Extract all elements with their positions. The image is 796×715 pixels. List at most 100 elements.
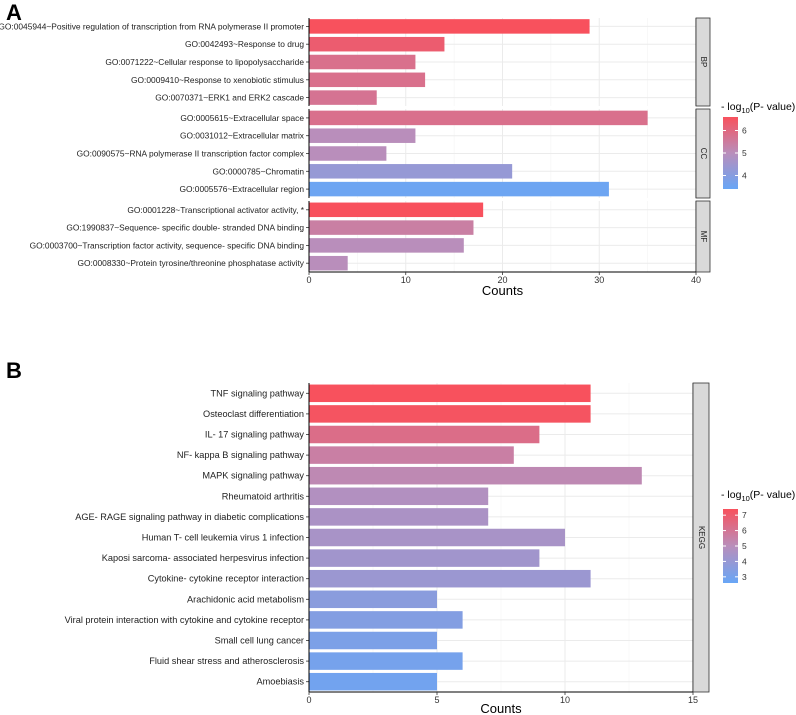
- bar-a-cc-3: [309, 146, 387, 161]
- x-tick-label: 15: [688, 695, 698, 705]
- panel-b-legend-colorbar: [723, 509, 738, 583]
- bar-a-bp-2: [309, 36, 445, 52]
- panel-b-chart: TNF signaling pathway Osteoclast differen…: [65, 382, 795, 715]
- legend-tick-label: 5: [742, 148, 747, 158]
- category-label: Cytokine- cytokine receptor interaction: [148, 574, 304, 584]
- category-label: Viral protein interaction with cytokine …: [65, 615, 304, 625]
- category-label: TNF signaling pathway: [211, 388, 305, 398]
- category-label: GO:0031012~Extracellular matrix: [180, 131, 305, 141]
- x-tick-label: 20: [497, 275, 507, 285]
- x-tick-label: 10: [560, 695, 570, 705]
- x-tick-label: 10: [401, 275, 411, 285]
- bar-a-mf-4: [309, 255, 348, 271]
- category-label: GO:0090575~RNA polymerase II transcripti…: [77, 149, 305, 159]
- legend-title-prefix: - log: [721, 489, 742, 501]
- category-label: Human T- cell leukemia virus 1 infection: [142, 533, 304, 543]
- bar-a-bp-3: [309, 54, 416, 70]
- bar-b-kegg-13: [309, 631, 437, 650]
- category-label: Fluid shear stress and atherosclerosis: [149, 656, 304, 666]
- category-label: Rheumatoid arthritis: [222, 491, 305, 501]
- category-label: Small cell lung cancer: [215, 636, 304, 646]
- panel-a-chart: GO:0045944~Positive regulation of transc…: [0, 17, 795, 298]
- category-label: AGE- RAGE signaling pathway in diabetic …: [75, 512, 304, 522]
- x-tick-label: 40: [691, 275, 701, 285]
- facet-strip-label-kegg: KEGG: [697, 526, 706, 549]
- facet-strip-label-cc: CC: [699, 148, 708, 160]
- bar-b-kegg-14: [309, 652, 463, 670]
- facet-strip-kegg: [692, 382, 710, 693]
- facet-strip-cc: [695, 108, 711, 199]
- panel-b-letter: B: [6, 358, 22, 383]
- bar-a-cc-2: [309, 128, 416, 143]
- facet-strip-label-mf: MF: [699, 231, 708, 243]
- legend-title-suffix: (P- value): [750, 101, 796, 113]
- category-label: MAPK signaling pathway: [202, 471, 304, 481]
- panel-a-legend-title: - log10(P- value): [721, 101, 795, 115]
- bar-b-kegg-11: [309, 590, 437, 609]
- category-label: GO:1990837~Sequence- specific double- st…: [66, 223, 304, 233]
- panel-a-legend-colorbar: [723, 117, 738, 189]
- panel-a-letter: A: [6, 0, 22, 25]
- legend-tick-label: 4: [742, 171, 747, 181]
- category-label: GO:0005576~Extracellular region: [179, 184, 304, 194]
- category-label: GO:0045944~Positive regulation of transc…: [0, 21, 304, 31]
- legend-title-subscript: 10: [741, 106, 749, 115]
- category-label: GO:0070371~ERK1 and ERK2 cascade: [155, 93, 304, 103]
- bar-a-cc-1: [309, 110, 648, 126]
- bar-b-kegg-15: [309, 672, 437, 691]
- bar-a-mf-2: [309, 220, 474, 235]
- x-tick-label: 0: [306, 695, 311, 705]
- bar-a-mf-3: [309, 238, 464, 253]
- category-label: GO:0003700~Transcription factor activity…: [30, 240, 305, 250]
- panel-b-x-axis-title: Counts: [480, 701, 522, 715]
- bar-b-kegg-4: [309, 446, 514, 464]
- legend-tick-label: 7: [742, 510, 747, 520]
- bar-b-kegg-5: [309, 466, 642, 485]
- facet-strip-mf: [695, 200, 711, 273]
- legend-tick-label: 4: [742, 556, 747, 566]
- panel-a-x-axis-title: Counts: [482, 283, 524, 298]
- bar-b-kegg-12: [309, 611, 463, 629]
- category-label: IL- 17 signaling pathway: [205, 430, 304, 440]
- bar-a-bp-4: [309, 72, 426, 88]
- legend-tick-label: 6: [742, 526, 747, 536]
- legend-tick-label: 5: [742, 541, 747, 551]
- category-label: GO:0005615~Extracellular space: [180, 113, 304, 123]
- bar-b-kegg-9: [309, 549, 540, 567]
- legend-title-suffix: (P- value): [750, 489, 796, 501]
- category-label: GO:0001228~Transcriptional activator act…: [127, 205, 304, 215]
- facet-strip-label-bp: BP: [699, 57, 708, 68]
- category-label: GO:0000785~Chromatin: [213, 166, 305, 176]
- bar-a-bp-5: [309, 90, 377, 105]
- bar-b-kegg-8: [309, 528, 565, 547]
- x-tick-label: 5: [434, 695, 439, 705]
- x-tick-label: 30: [594, 275, 604, 285]
- bar-b-kegg-6: [309, 487, 489, 506]
- bar-b-kegg-3: [309, 425, 540, 444]
- panel-b-legend-title: - log10(P- value): [721, 489, 795, 503]
- bar-a-cc-5: [309, 181, 609, 197]
- category-label: Osteoclast differentiation: [203, 409, 304, 419]
- bar-a-bp-1: [309, 19, 590, 34]
- category-label: GO:0042493~Response to drug: [185, 39, 304, 49]
- category-label: GO:0071222~Cellular response to lipopoly…: [105, 57, 304, 67]
- bar-b-kegg-10: [309, 569, 591, 588]
- bar-b-kegg-2: [309, 405, 591, 423]
- category-label: GO:0008330~Protein tyrosine/threonine ph…: [77, 258, 304, 268]
- category-label: GO:0009410~Response to xenobiotic stimul…: [131, 75, 304, 85]
- category-label: Kaposi sarcoma- associated herpesvirus i…: [102, 553, 304, 563]
- facet-strip-bp: [695, 17, 711, 107]
- bar-a-mf-1: [309, 202, 484, 218]
- legend-title-subscript: 10: [741, 494, 749, 503]
- bar-b-kegg-7: [309, 508, 489, 526]
- legend-title-prefix: - log: [721, 101, 742, 113]
- category-label: Amoebiasis: [257, 677, 305, 687]
- category-label: NF- kappa B signaling pathway: [177, 450, 305, 460]
- category-label: Arachidonic acid metabolism: [187, 594, 304, 604]
- x-tick-label: 0: [306, 275, 311, 285]
- legend-tick-label: 3: [742, 572, 747, 582]
- bar-a-cc-4: [309, 164, 513, 179]
- bar-b-kegg-1: [309, 384, 591, 403]
- legend-tick-label: 6: [742, 126, 747, 136]
